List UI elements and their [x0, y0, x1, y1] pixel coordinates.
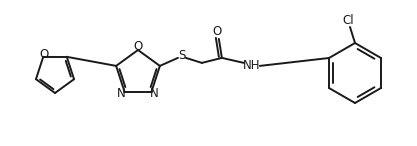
Text: N: N	[117, 87, 126, 100]
Text: N: N	[150, 87, 159, 100]
Text: O: O	[40, 48, 49, 61]
Text: O: O	[133, 40, 143, 53]
Text: NH: NH	[243, 59, 261, 72]
Text: S: S	[178, 49, 186, 62]
Text: Cl: Cl	[342, 14, 354, 27]
Text: O: O	[212, 25, 221, 38]
